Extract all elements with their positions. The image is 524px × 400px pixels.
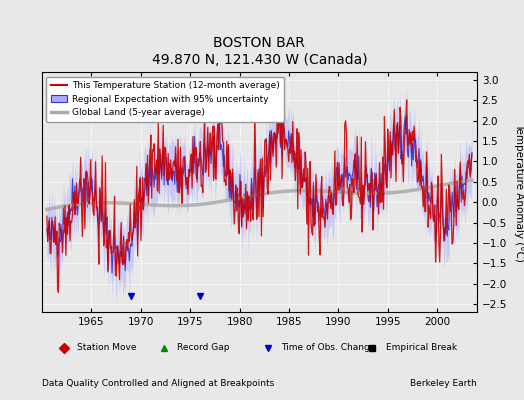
Text: Berkeley Earth: Berkeley Earth <box>410 379 477 388</box>
Y-axis label: Temperature Anomaly (°C): Temperature Anomaly (°C) <box>514 122 524 262</box>
Text: Time of Obs. Change: Time of Obs. Change <box>281 344 376 352</box>
Title: BOSTON BAR
49.870 N, 121.430 W (Canada): BOSTON BAR 49.870 N, 121.430 W (Canada) <box>151 36 367 67</box>
Text: Station Move: Station Move <box>77 344 136 352</box>
Text: Record Gap: Record Gap <box>177 344 229 352</box>
Text: Empirical Break: Empirical Break <box>386 344 456 352</box>
Text: Data Quality Controlled and Aligned at Breakpoints: Data Quality Controlled and Aligned at B… <box>42 379 274 388</box>
Legend: This Temperature Station (12-month average), Regional Expectation with 95% uncer: This Temperature Station (12-month avera… <box>47 76 284 122</box>
